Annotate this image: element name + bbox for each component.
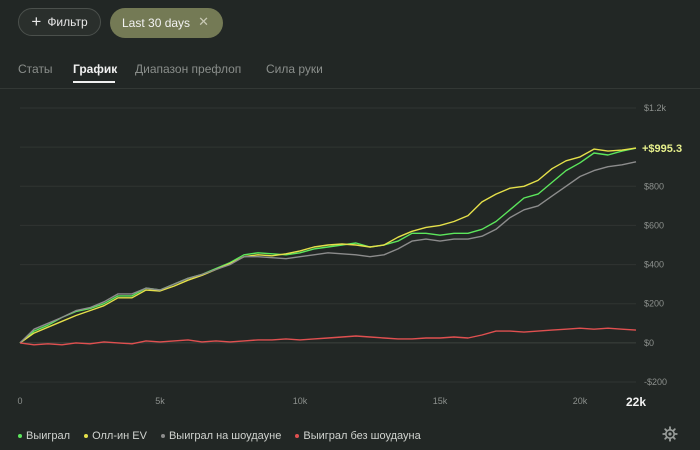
series-line-won (19, 147, 637, 344)
legend-item-showdown[interactable]: Выиграл на шоудауне (160, 430, 282, 442)
chart-container[interactable]: $1.2k $800 $600 $400 $200 $0 -$200 0 5k 10k 15k 20k… (0, 92, 700, 420)
legend-item-non-showdown[interactable]: Выиграл без шоудауна (295, 430, 421, 442)
chart-legend: Выиграл Олл-ин EV Выиграл на шоудауне Вы… (18, 428, 421, 444)
profit-chart[interactable]: $1.2k $800 $600 $400 $200 $0 -$200 0 5k 10k 15k 20k… (0, 92, 700, 420)
active-tab-indicator (73, 81, 115, 83)
close-icon[interactable]: ✕ (198, 14, 209, 29)
x-tick-label: 0 (17, 396, 22, 406)
filter-button[interactable]: + Фильтр (18, 8, 101, 36)
y-tick-label: $400 (644, 260, 664, 270)
date-range-label: Last 30 days (122, 16, 191, 30)
date-range-chip[interactable]: Last 30 days ✕ (110, 8, 223, 38)
y-tick-label: $200 (644, 299, 664, 309)
y-tick-label: $0 (644, 338, 654, 348)
tabs-divider (0, 88, 700, 89)
series-line-showdown (19, 161, 637, 344)
x-tick-label: 20k (573, 396, 588, 406)
y-tick-label: -$200 (644, 377, 667, 387)
toolbar: + Фильтр Last 30 days ✕ (0, 0, 700, 44)
legend-dot-showdown (160, 434, 165, 438)
series-line-allin_ev (19, 147, 637, 344)
x-tick-label: 10k (293, 396, 308, 406)
x-last-tick-label: 22k (626, 395, 646, 409)
tab-preflop-range[interactable]: Диапазон префлоп (135, 62, 242, 76)
legend-label-won: Выиграл (26, 430, 71, 442)
end-value-label: +$995.3 (642, 143, 682, 155)
gear-icon[interactable] (662, 426, 678, 442)
series-layer (19, 147, 637, 346)
legend-dot-non-showdown (295, 434, 300, 438)
tab-bar: Статы График Диапазон префлоп Сила руки (0, 58, 700, 84)
legend-item-won[interactable]: Выиграл (18, 430, 70, 442)
filter-button-label: Фильтр (47, 15, 88, 29)
legend-label-allin-ev: Олл-ин EV (92, 430, 147, 442)
end-label-layer: +$995.3 (642, 143, 682, 155)
y-tick-label: $800 (644, 181, 664, 191)
tab-stats[interactable]: Статы (18, 62, 53, 76)
y-tick-label: $600 (644, 220, 664, 230)
x-tick-label: 5k (155, 396, 165, 406)
tab-hand-strength[interactable]: Сила руки (266, 62, 323, 76)
y-tick-label: $1.2k (644, 103, 667, 113)
legend-label-non-showdown: Выиграл без шоудауна (303, 430, 421, 442)
tab-graph[interactable]: График (73, 62, 118, 76)
axis-layer: $1.2k $800 $600 $400 $200 $0 -$200 0 5k 10k 15k 20k… (17, 103, 667, 409)
legend-label-showdown: Выиграл на шоудауне (168, 430, 282, 442)
legend-dot-allin-ev (84, 434, 89, 438)
x-tick-label: 15k (433, 396, 448, 406)
legend-dot-won (18, 434, 22, 438)
series-line-non_showdown (19, 327, 637, 346)
plus-icon: + (31, 11, 42, 31)
legend-item-allin-ev[interactable]: Олл-ин EV (84, 430, 147, 442)
